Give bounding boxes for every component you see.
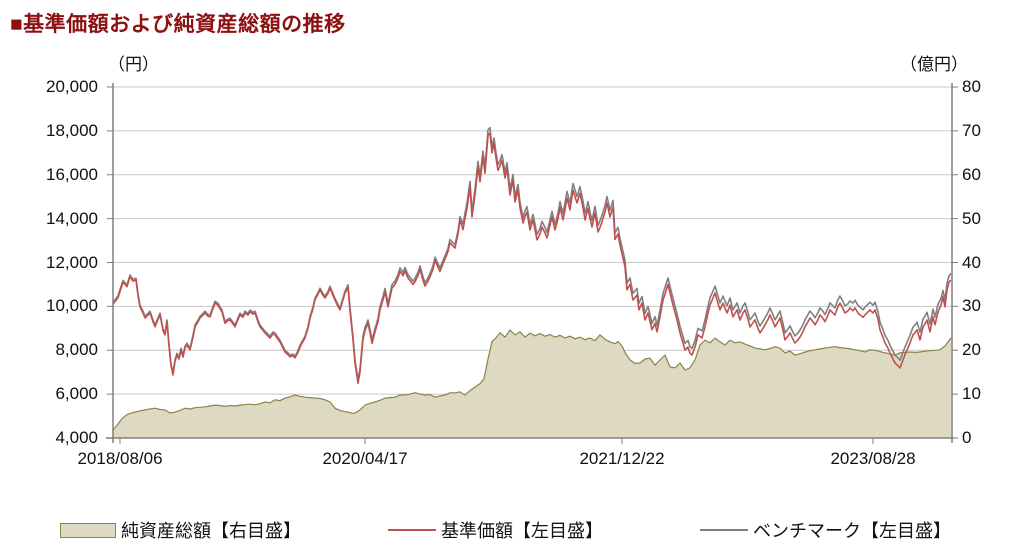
left-axis-unit-label: （円） bbox=[108, 55, 159, 74]
nav-line bbox=[112, 132, 952, 385]
legend-label-benchmark: ベンチマーク【左目盛】 bbox=[753, 521, 951, 541]
y-axis-label-left: 6,000 bbox=[55, 384, 98, 404]
y-axis-label-right: 0 bbox=[962, 428, 972, 447]
y-axis-label-right: 10 bbox=[962, 384, 981, 404]
y-axis-label-right: 40 bbox=[962, 252, 981, 272]
y-axis-label-right: 30 bbox=[962, 296, 981, 316]
y-axis-label-left: 12,000 bbox=[46, 252, 98, 272]
y-axis-label-right: 20 bbox=[962, 340, 981, 360]
y-axis-label-left: 10,000 bbox=[46, 296, 98, 316]
legend-item-benchmark: ベンチマーク【左目盛】 bbox=[700, 516, 951, 544]
y-axis-label-left: 16,000 bbox=[46, 164, 98, 184]
y-axis-label-left: 20,000 bbox=[46, 77, 98, 96]
y-axis-label-left: 8,000 bbox=[55, 340, 98, 360]
y-axis-label-left: 18,000 bbox=[46, 120, 98, 140]
nav-line-swatch bbox=[388, 529, 436, 531]
y-axis-label-right: 60 bbox=[962, 164, 981, 184]
x-axis-label: 2021/12/22 bbox=[579, 449, 665, 468]
y-axis-label-right: 50 bbox=[962, 208, 981, 228]
right-axis-unit-label: （億円） bbox=[900, 55, 968, 74]
legend-label-nav: 基準価額【左目盛】 bbox=[441, 521, 603, 541]
net-assets-area-edge bbox=[112, 329, 952, 431]
net-assets-area bbox=[113, 330, 951, 438]
benchmark-line bbox=[112, 126, 952, 381]
legend-item-nav: 基準価額【左目盛】 bbox=[388, 516, 603, 544]
chart-legend: 純資産総額【右目盛】 基準価額【左目盛】 ベンチマーク【左目盛】 bbox=[0, 516, 1024, 548]
y-axis-label-right: 70 bbox=[962, 120, 981, 140]
x-axis-label: 2020/04/17 bbox=[322, 449, 408, 468]
legend-label-net-assets: 純資産総額【右目盛】 bbox=[121, 521, 301, 541]
benchmark-line-swatch bbox=[700, 529, 748, 531]
x-axis-label: 2023/08/28 bbox=[830, 449, 916, 468]
legend-item-net-assets: 純資産総額【右目盛】 bbox=[60, 516, 301, 544]
net-assets-area-swatch bbox=[60, 522, 116, 538]
page-title: ■基準価額および純資産総額の推移 bbox=[10, 13, 346, 36]
x-axis-label: 2018/08/06 bbox=[77, 449, 163, 468]
y-axis-label-left: 4,000 bbox=[55, 428, 98, 447]
y-axis-label-right: 80 bbox=[962, 77, 981, 96]
y-axis-label-left: 14,000 bbox=[46, 208, 98, 228]
